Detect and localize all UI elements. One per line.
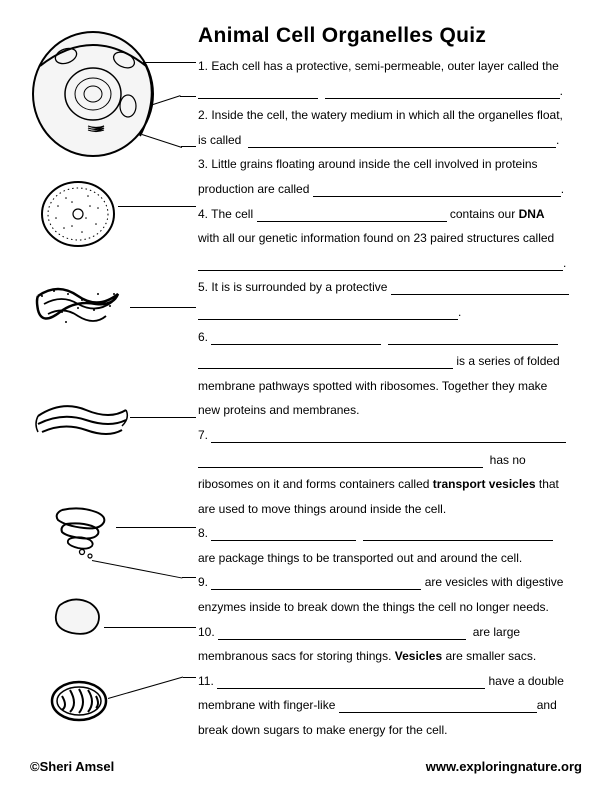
cell-overview-illus (28, 26, 158, 166)
q1-blank1[interactable] (198, 87, 318, 99)
q9-text-a: 9. (198, 575, 208, 589)
q2-text-b: is called (198, 133, 241, 147)
q7-text-f: are used to move things around inside th… (198, 502, 446, 516)
q11-text-d: and (537, 698, 557, 712)
q1-blank2[interactable] (325, 87, 560, 99)
q4-blank2[interactable] (198, 259, 563, 271)
q11-text-a: 11. (198, 674, 214, 688)
worksheet-body: 1. Each cell has a protective, semi-perm… (198, 54, 582, 743)
q8-text-b: are package things to be transported out… (198, 551, 522, 565)
q2-blank[interactable] (248, 136, 556, 148)
q6-blank2[interactable] (388, 333, 558, 345)
leader-3b (181, 146, 196, 147)
q8-text-a: 8. (198, 526, 208, 540)
q6-blank1[interactable] (211, 333, 381, 345)
leader-11a (108, 677, 183, 699)
q10-blank[interactable] (218, 628, 466, 640)
vacuole-illus (50, 595, 106, 642)
q10-text-e: are smaller sacs. (446, 649, 537, 663)
q7-text-b: has no (490, 453, 526, 467)
q8-blank1[interactable] (211, 529, 356, 541)
q10-text-b: are large (473, 625, 520, 639)
rough-er-illus (30, 282, 130, 343)
q10-text-c: membranous sacs for storing things. (198, 649, 391, 663)
q7-text-d: transport vesicles (433, 477, 536, 491)
leader-6 (130, 307, 196, 308)
q9-text-b: are vesicles with digestive (425, 575, 564, 589)
leader-2b (180, 96, 196, 97)
q8-blank2[interactable] (363, 529, 553, 541)
q6-text-c: membrane pathways spotted with ribosomes… (198, 379, 547, 393)
q11-blank1[interactable] (217, 677, 485, 689)
q10-text-d: Vesicles (395, 649, 442, 663)
q5-text-a: 5. It is is surrounded by a protective (198, 280, 387, 294)
q11-text-c: membrane with finger-like (198, 698, 335, 712)
leader-9b (182, 577, 196, 578)
q7-text-a: 7. (198, 428, 208, 442)
q4-text-c: DNA (519, 207, 545, 221)
leader-4 (118, 206, 196, 207)
worksheet-page: Animal Cell Organelles Quiz (0, 0, 612, 792)
leader-7 (130, 417, 196, 418)
golgi-illus (48, 504, 118, 565)
nucleus-illus (38, 178, 118, 255)
q3-text-a: 3. Little grains floating around inside … (198, 157, 538, 171)
q9-text-c: enzymes inside to break down the things … (198, 600, 549, 614)
q4-text-b: contains our (450, 207, 515, 221)
q4-text-d: with all our genetic information found o… (198, 231, 554, 245)
q7-text-e: that (539, 477, 559, 491)
leader-1 (143, 62, 196, 63)
q6-text-a: 6. (198, 330, 208, 344)
q1-text: 1. Each cell has a protective, semi-perm… (198, 59, 559, 73)
q6-blank3[interactable] (198, 357, 453, 369)
q11-text-b: have a double (488, 674, 563, 688)
q10-text-a: 10. (198, 625, 215, 639)
q9-blank[interactable] (211, 578, 421, 590)
q11-blank2[interactable] (339, 701, 537, 713)
q6-text-b: is a series of folded (456, 354, 559, 368)
leader-11b (183, 677, 196, 678)
leader-9a (92, 560, 183, 579)
q5-blank1[interactable] (391, 283, 569, 295)
q2-text-a: 2. Inside the cell, the watery medium in… (198, 108, 563, 122)
q5-blank2[interactable] (198, 308, 458, 320)
q4-blank1[interactable] (257, 210, 447, 222)
leader-10 (104, 627, 196, 628)
q6-text-d: new proteins and membranes. (198, 403, 359, 417)
q3-text-b: production are called (198, 182, 309, 196)
smooth-er-illus (32, 398, 132, 447)
mitochondrion-illus (48, 678, 110, 729)
q4-text-a: 4. The cell (198, 207, 253, 221)
q7-blank1[interactable] (211, 431, 566, 443)
q3-blank[interactable] (313, 185, 561, 197)
leader-8 (116, 527, 196, 528)
footer-url: www.exploringnature.org (426, 759, 582, 774)
page-title: Animal Cell Organelles Quiz (198, 24, 486, 48)
q11-text-e: break down sugars to make energy for the… (198, 723, 447, 737)
footer-author: ©Sheri Amsel (30, 759, 114, 774)
q7-text-c: ribosomes on it and forms containers cal… (198, 477, 429, 491)
q7-blank2[interactable] (198, 456, 483, 468)
